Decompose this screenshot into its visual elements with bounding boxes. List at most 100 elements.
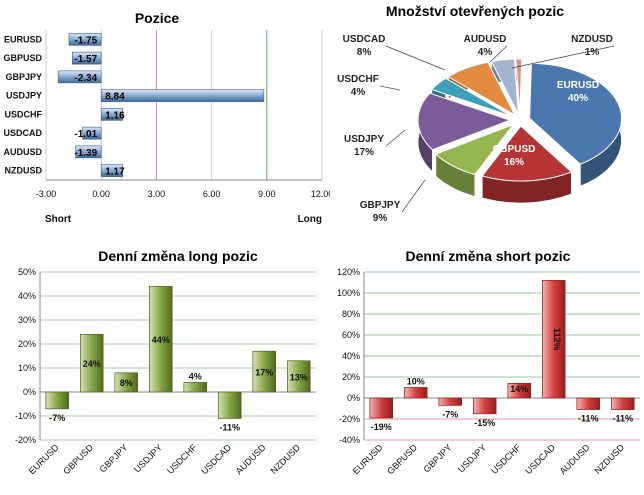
value-label: -15% [474,418,495,428]
x-tick-label: 9.00 [258,189,276,199]
bar-usdchf [100,108,123,121]
value-label: 13% [290,372,308,382]
category-label: EURUSD [351,442,385,476]
bar-nzdusd [287,360,311,393]
pie-slice-gbpusd [481,125,573,182]
category-label: GBPJPY [97,442,129,474]
pie-value-label: 40% [568,93,588,104]
bar-nzdusd [611,397,635,410]
bar-usdchf [507,382,531,399]
bar-usdjpy [149,286,173,393]
y-tick-label: 80% [342,309,360,319]
long-change-chart-panel: Denní změna long pozic -20% -10% 0% 10% 20% 3… [0,240,322,490]
value-label: 10% [407,377,425,387]
x-tick-label: 12.00 [311,189,330,199]
pie-slice-eurusd [529,62,623,165]
category-label: USDCAD [199,442,233,476]
y-tick-label: -40% [339,435,360,445]
y-tick-label: 40% [18,291,36,301]
positions-chart-title: Pozice [135,10,180,26]
value-label: -11% [578,414,599,424]
pie-category-label: USDCAD [343,34,386,45]
value-label: -7% [49,413,65,423]
x-tick-label: -3.00 [36,189,57,199]
bar-audusd [75,145,102,159]
value-label: -19% [371,422,392,432]
pie-leader-line [379,85,401,91]
category-label: GBPUSD [61,442,95,476]
category-label: USDJPY [456,442,488,474]
pie-value-label: 9% [373,213,388,224]
pie-slice-usdchf [430,77,513,117]
pie-leader-line [511,45,615,69]
bar-audusd [252,350,276,393]
category-label: USDCAD [523,442,557,476]
pie-category-label: AUDUSD [464,34,507,45]
value-label: -7% [442,409,458,419]
pie-slice-nzdusd [515,58,523,115]
long-change-chart: Denní změna long pozic -20% -10% 0% 10% 20% 3… [15,248,316,476]
bar-usdchf [183,382,207,393]
y-tick-label: 20% [342,372,360,382]
y-tick-label: 0% [23,387,36,397]
bar-eurusd [369,397,393,419]
value-label: 1.16 [105,110,125,121]
y-tick-label: 0% [347,393,360,403]
long-change-title: Denní změna long pozic [98,248,258,264]
bar-gbpjpy [438,397,462,406]
positions-chart: Pozice Short Long -3.00 0.00 3.00 6.00 9.00 1… [3,10,333,225]
bar-usdcad [542,280,566,399]
pie-value-label: 4% [351,87,366,98]
y-tick-label: -20% [339,414,360,424]
category-label: GBPJPY [421,442,453,474]
pie-leader-line [385,129,406,147]
positions-chart-panel: Pozice Short Long -3.00 0.00 3.00 6.00 9.00 1… [0,0,333,235]
short-axis-label: Short [45,214,72,225]
value-label: -11% [612,414,633,424]
open-positions-pie-panel: Množství otevřených pozic EURUSD 40% GBPUS… [330,0,644,235]
pie-slice-usdcad [447,61,517,117]
long-axis-label: Long [298,214,322,225]
category-label: USDJPY [132,442,164,474]
category-label: USDJPY [6,91,42,101]
bar-usdjpy [473,397,497,415]
pie-category-label: USDJPY [344,134,384,145]
category-label: USDCAD [3,128,42,138]
y-tick-label: 100% [337,288,360,298]
pie-slice-gbpjpy [434,123,515,176]
y-tick-label: 20% [18,339,36,349]
x-tick-label: 0.00 [92,189,110,199]
pie-value-label: 8% [357,47,372,58]
pie-leader-line [385,45,446,71]
category-label: NZDUSD [593,442,627,476]
category-label: AUDUSD [3,147,42,157]
value-label: 8.84 [105,92,125,103]
bar-eurusd [45,391,69,410]
short-change-chart: Denní změna short pozic -40% -20% 0% 20% 40%… [337,248,640,476]
value-label: 14% [510,384,528,394]
category-label: GBPUSD [3,53,42,63]
bar-usdcad [82,126,102,140]
category-label: USDCHF [165,442,199,476]
pie-category-label: GBPJPY [360,200,401,211]
value-label: 112% [552,328,562,351]
value-label: -1.39 [74,148,97,159]
category-label: AUDUSD [234,442,268,476]
pie-value-label: 4% [478,47,493,58]
category-label: USDCHF [5,109,43,119]
value-label: 17% [255,368,273,378]
bar-usdjpy [100,89,265,102]
bar-gbpusd [80,334,104,393]
pie-leader-line [489,45,508,63]
y-tick-label: 40% [342,351,360,361]
category-label: GBPUSD [385,442,419,476]
category-label: EURUSD [4,34,43,44]
category-label: EURUSD [27,442,61,476]
pie-value-label: 17% [354,147,374,158]
value-label: 1.17 [105,167,125,178]
pie-category-label: USDCHF [337,74,379,85]
value-label: 44% [152,335,170,345]
pie-leader-line [401,179,426,213]
bar-usdcad [218,391,242,419]
pie-category-label: GBPUSD [493,144,536,155]
